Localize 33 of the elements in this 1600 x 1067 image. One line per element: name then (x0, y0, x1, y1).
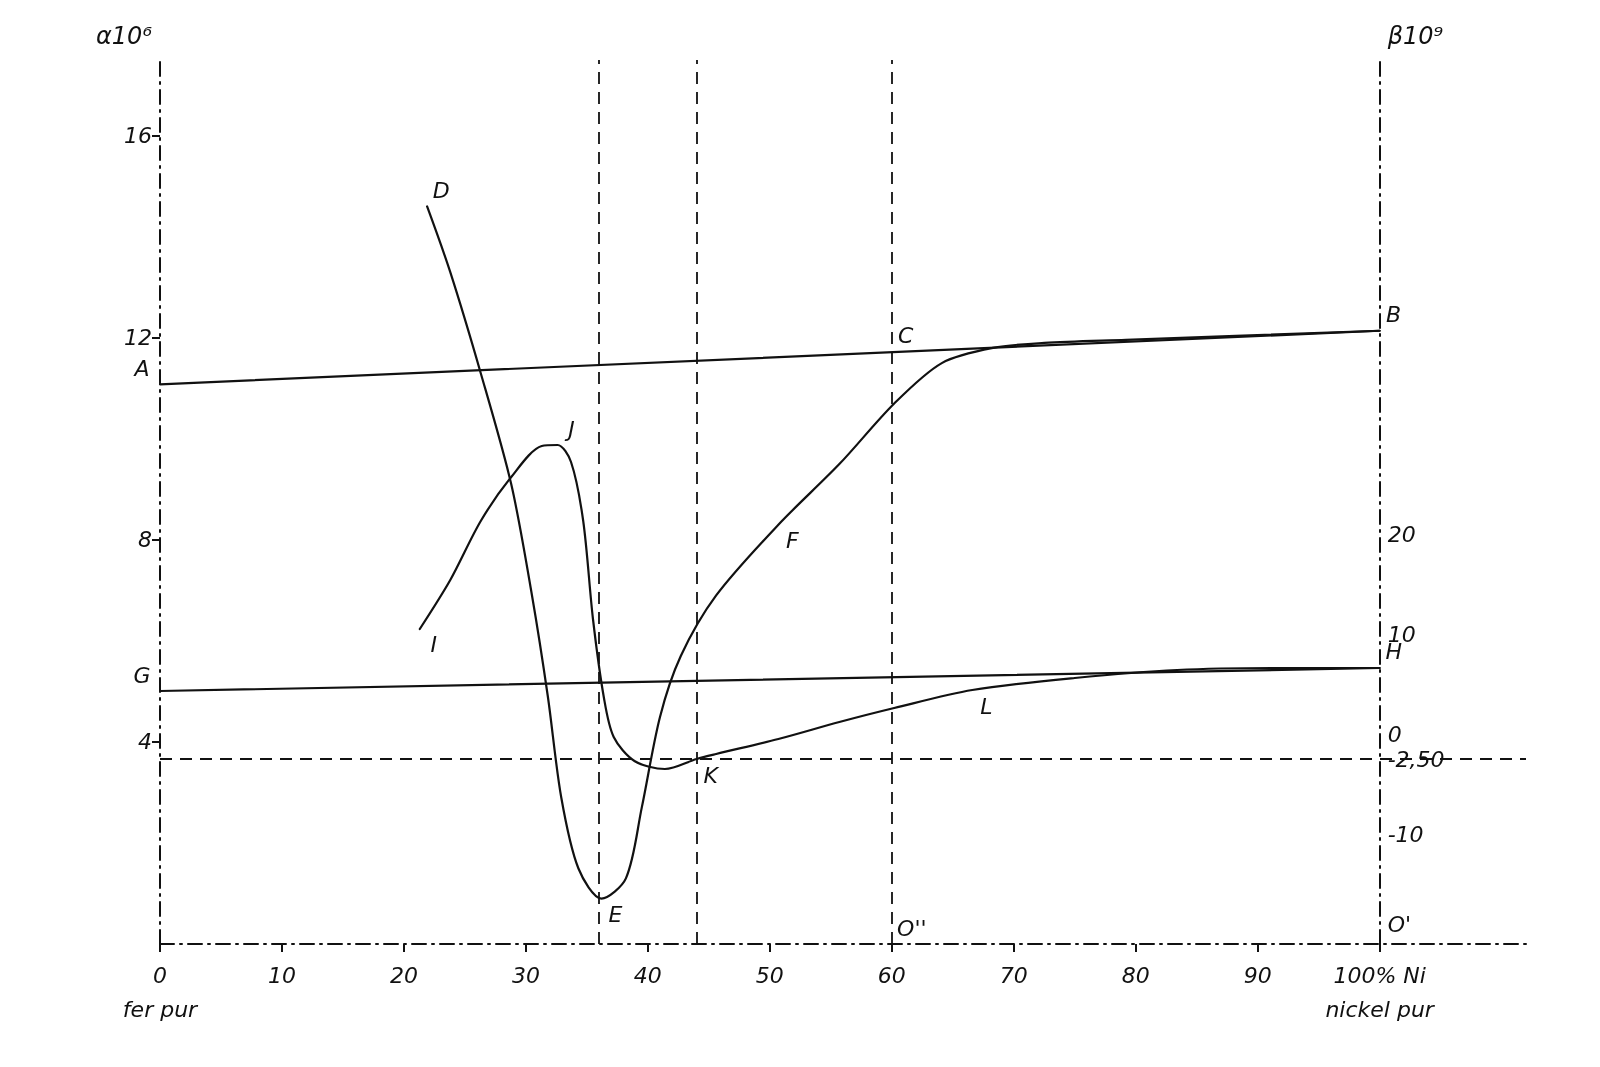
x-tick-label: 80 (1121, 962, 1150, 988)
x-tick-label: 40 (633, 962, 662, 988)
y-tick-label: 8 (138, 527, 152, 553)
annotation: E (608, 902, 623, 928)
y-tick-label: 4 (138, 729, 152, 755)
x-tick-label: 90 (1243, 962, 1272, 988)
y-tick-label: 16 (124, 123, 152, 149)
annotation: L (980, 693, 993, 719)
annotation: O'' (897, 915, 927, 941)
x-tick-label: 0 fer pur (122, 962, 200, 1022)
annotation: D (432, 177, 450, 203)
y-axis-title: α10⁶ (96, 22, 153, 50)
annotation: A (132, 355, 150, 381)
annotation: C (898, 323, 915, 349)
y2-tick-label: 0 (1387, 721, 1402, 747)
annotation: J (564, 416, 575, 442)
y2-tick-label: O' (1387, 911, 1412, 937)
x-tick-label: 60 (877, 962, 906, 988)
annotation: F (786, 528, 800, 554)
y-tick-label: 12 (124, 325, 152, 351)
y2-tick-label: -10 (1387, 821, 1424, 847)
x-tick-label: 50 (755, 962, 784, 988)
x-tick-label: 30 (511, 962, 540, 988)
y2-tick-label: 20 (1387, 521, 1416, 547)
x-tick-label: 70 (999, 962, 1028, 988)
x-tick-label: 100% Ni nickel pur (1325, 962, 1436, 1022)
annotation: G (133, 662, 151, 688)
x-tick-label: 10 (267, 962, 296, 988)
x-tick-label: 20 (389, 962, 418, 988)
annotation: K (703, 762, 720, 788)
annotation: B (1386, 302, 1402, 328)
y2-axis-title: β10⁹ (1386, 22, 1444, 50)
annotation: I (430, 632, 438, 658)
